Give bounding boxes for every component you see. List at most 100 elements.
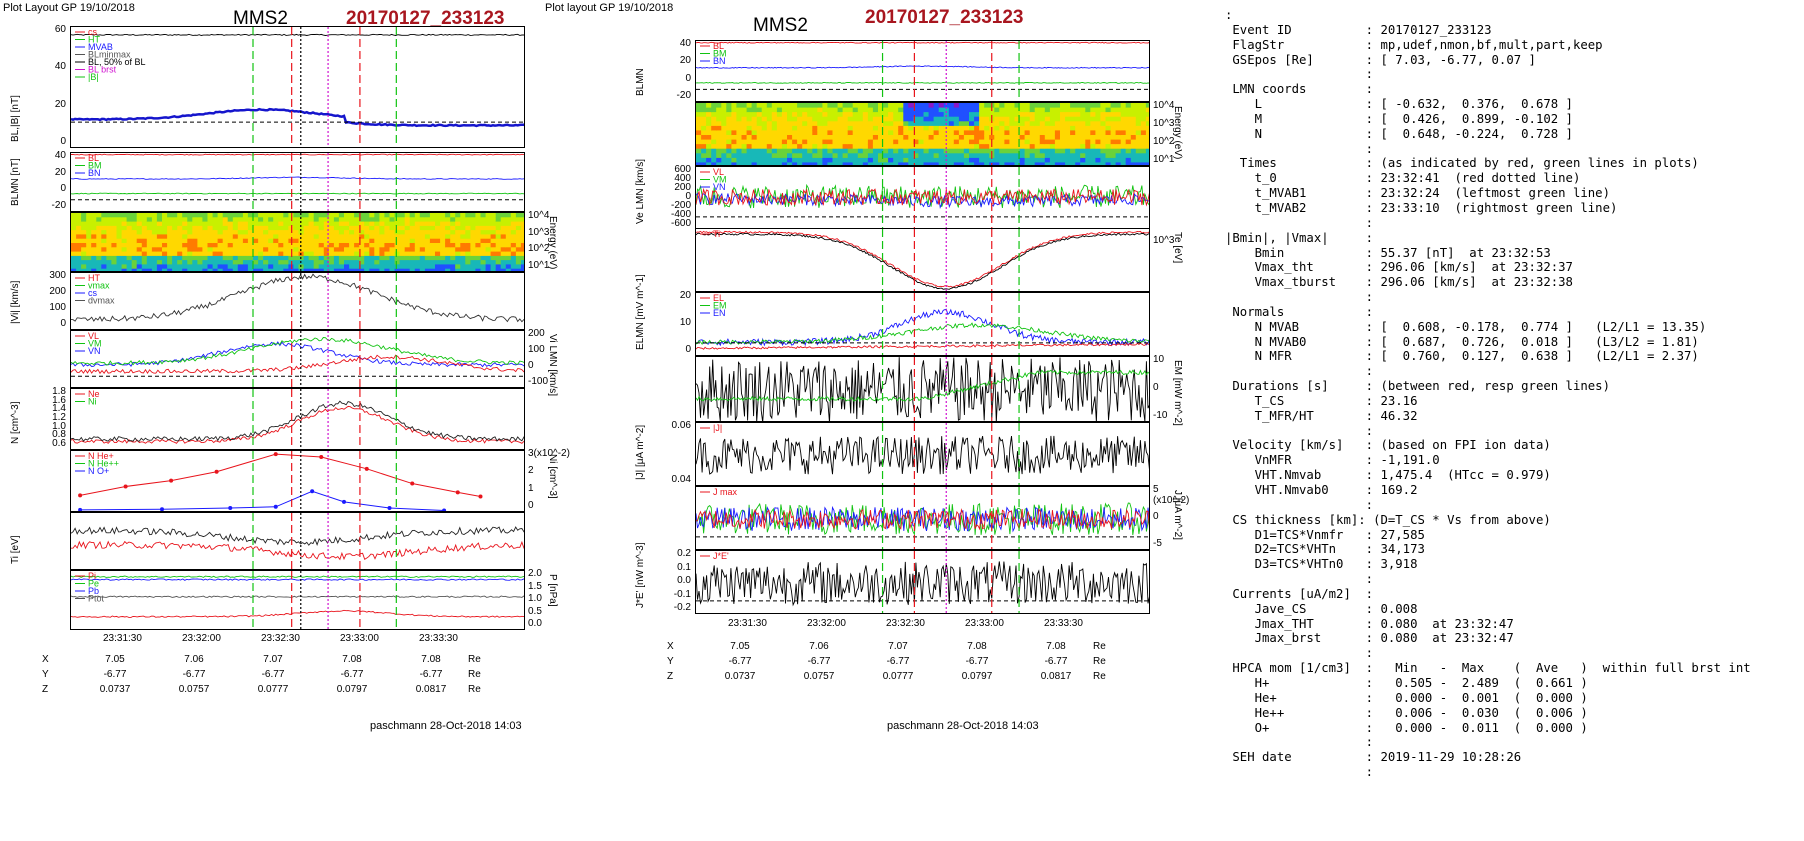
info-line: Jmax_THT : 0.080 at 23:32:47 xyxy=(1225,616,1514,631)
y-tick-label: 0.06 xyxy=(671,420,691,431)
y-tick-label: 60 xyxy=(54,24,66,35)
position-row-label: Z xyxy=(42,684,49,695)
panel-p: Pi Pe Pb Ptot xyxy=(70,570,525,630)
data-trace xyxy=(71,273,524,323)
data-trace xyxy=(696,369,1149,402)
data-trace xyxy=(71,609,524,618)
info-line: t_0 : 23:32:41 (red dotted line) xyxy=(1225,171,1581,186)
y-tick-label: 10 xyxy=(679,317,691,328)
data-trace xyxy=(696,435,1149,475)
he-plus-plus-point xyxy=(123,484,128,489)
legend-entry: VL xyxy=(88,331,99,341)
o-plus-point xyxy=(273,504,278,509)
position-row-label: X xyxy=(42,654,49,665)
y-tick-label: 20 xyxy=(54,166,66,178)
position-row-label: Y xyxy=(667,656,674,667)
legend-entry: BN xyxy=(88,168,101,178)
y-tick-label: 100 xyxy=(49,302,66,313)
position-value: -6.77 xyxy=(1044,656,1068,667)
y-axis-label: BL,|B| [nT] xyxy=(10,95,21,142)
y-tick-label: 0.5 xyxy=(528,605,542,617)
y-tick-label: 10 xyxy=(1153,354,1165,365)
data-trace xyxy=(71,153,524,156)
panel-spec xyxy=(695,102,1150,166)
y-tick-label: 40 xyxy=(679,38,691,49)
x-tick-label: 23:32:00 xyxy=(807,618,846,629)
info-line: : xyxy=(1225,67,1374,82)
info-line: : xyxy=(1225,364,1374,379)
legend-entry: cs xyxy=(88,288,98,298)
o-plus-point xyxy=(228,506,233,511)
position-value: 0.0797 xyxy=(336,684,368,695)
footer-credit: paschmann 28-Oct-2018 14:03 xyxy=(370,720,522,732)
legend-entry: J max xyxy=(713,487,738,497)
y-axis-label: BLMN xyxy=(635,68,646,96)
data-trace xyxy=(696,508,1149,531)
position-value: 0.0777 xyxy=(257,684,289,695)
info-line: VnMFR : -1,191.0 xyxy=(1225,453,1440,468)
position-value: -6.77 xyxy=(728,656,752,667)
legend-entry: Ni xyxy=(88,397,97,407)
y-axis-label: Ti [eV] xyxy=(10,535,21,564)
position-value: 7.08 xyxy=(421,654,441,665)
data-trace xyxy=(71,337,524,366)
legend-entry: VL xyxy=(713,167,724,177)
panel-em-plot xyxy=(696,357,1149,421)
legend: J*E' xyxy=(700,551,729,561)
legend: Ti xyxy=(700,229,720,239)
y-tick-label: -400 xyxy=(670,209,691,220)
position-value: 0.0817 xyxy=(415,684,447,695)
data-trace xyxy=(71,354,524,375)
y-tick-label: 40 xyxy=(54,61,66,73)
legend-entry: Ptot xyxy=(88,594,105,604)
info-line: : xyxy=(1225,497,1374,512)
y-tick-label: 0 xyxy=(1153,382,1159,393)
position-value: 7.06 xyxy=(809,641,829,652)
info-line: Jave_CS : 0.008 xyxy=(1225,601,1418,616)
y-axis-label: J*E' [nW m^-3] xyxy=(635,542,646,609)
panel-blmn: BL BM BN xyxy=(70,152,525,212)
data-trace xyxy=(71,540,524,561)
data-trace xyxy=(71,400,524,442)
info-line: : xyxy=(1225,765,1374,780)
panel-jlmn: J max xyxy=(695,486,1150,550)
legend-entry: VM xyxy=(88,339,102,349)
legend-entry: MVAB xyxy=(88,42,113,52)
info-line: N MVAB0 : [ 0.687, 0.726, 0.018 ] (L3/L2… xyxy=(1225,334,1699,349)
y-tick-label: 200 xyxy=(674,182,691,193)
legend-entry: BL, 50% of BL xyxy=(88,57,146,67)
y-tick-label: -200 xyxy=(670,200,691,211)
y-tick-label: 0.04 xyxy=(671,474,691,485)
x-tick-label: 23:33:00 xyxy=(965,618,1004,629)
event-info-panel: : Event ID : 20170127_233123 FlagStr : m… xyxy=(1215,0,1804,841)
data-trace xyxy=(71,575,524,578)
panel-jlmn-plot: J max xyxy=(696,487,1149,549)
panel-ni: N He+ N He++ N O+ xyxy=(70,450,525,512)
x-tick-label: 23:33:30 xyxy=(1044,618,1083,629)
y-tick-label: 0 xyxy=(528,500,534,511)
y-tick-label: 10^2 xyxy=(528,243,550,255)
y-tick-label: 1.5 xyxy=(528,580,542,592)
y-tick-label: 200 xyxy=(528,328,545,339)
position-value: 0.0757 xyxy=(178,684,210,695)
plot-header: Plot layout GP 19/10/2018 xyxy=(545,2,674,14)
legend-entry: HT xyxy=(88,35,100,45)
x-tick-label: 23:32:30 xyxy=(886,618,925,629)
o-plus-point xyxy=(342,499,346,504)
he-plus-plus-point xyxy=(410,481,415,486)
x-tick-label: 23:33:30 xyxy=(419,633,458,644)
y-tick-label: 0.0 xyxy=(528,618,542,629)
info-line: Jmax_brst : 0.080 at 23:32:47 xyxy=(1225,631,1514,646)
panel-ni-plot: N He+N He++N O+ xyxy=(75,451,483,511)
position-value: 7.08 xyxy=(1046,641,1066,652)
position-unit: Re xyxy=(1093,641,1106,652)
legend-entry: N He++ xyxy=(88,459,119,469)
y-tick-label: 0.0 xyxy=(677,575,691,586)
position-value: -6.77 xyxy=(807,656,831,667)
